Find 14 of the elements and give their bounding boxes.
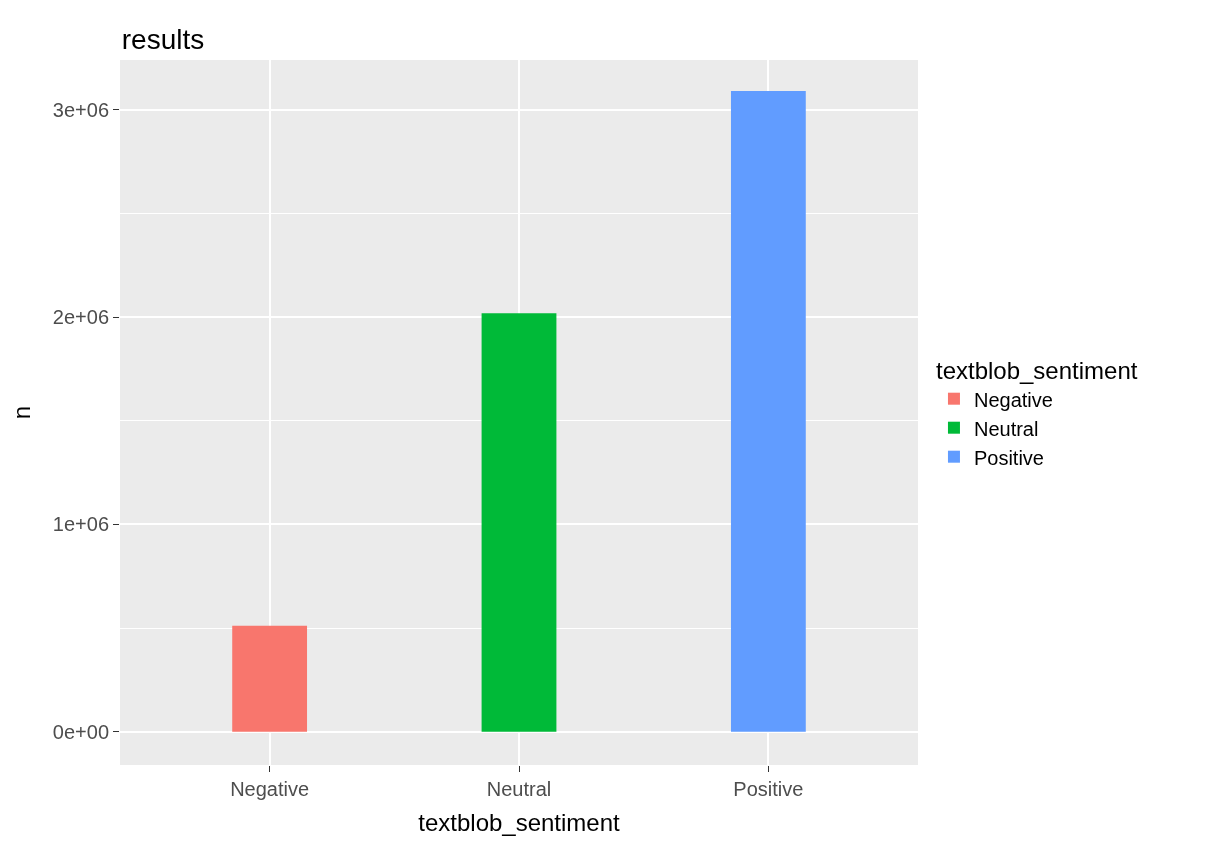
legend-label: Neutral <box>973 417 1039 440</box>
legend-title: textblob_sentiment <box>935 357 1138 385</box>
y-axis-title: n <box>7 405 35 420</box>
y-tick-label: 1e+06 <box>52 513 109 536</box>
chart-title: results <box>121 24 205 56</box>
legend-label: Positive <box>973 446 1044 469</box>
x-tick-label: Neutral <box>486 778 552 800</box>
y-tick-label: 3e+06 <box>52 98 109 121</box>
x-tick-label: Positive <box>733 778 804 800</box>
x-axis-title: textblob_sentiment <box>418 809 621 837</box>
legend-label: Negative <box>973 388 1053 411</box>
y-tick-label: 0e+00 <box>52 720 109 743</box>
y-tick-label: 2e+06 <box>52 306 109 329</box>
x-tick-label: Negative <box>230 778 310 800</box>
